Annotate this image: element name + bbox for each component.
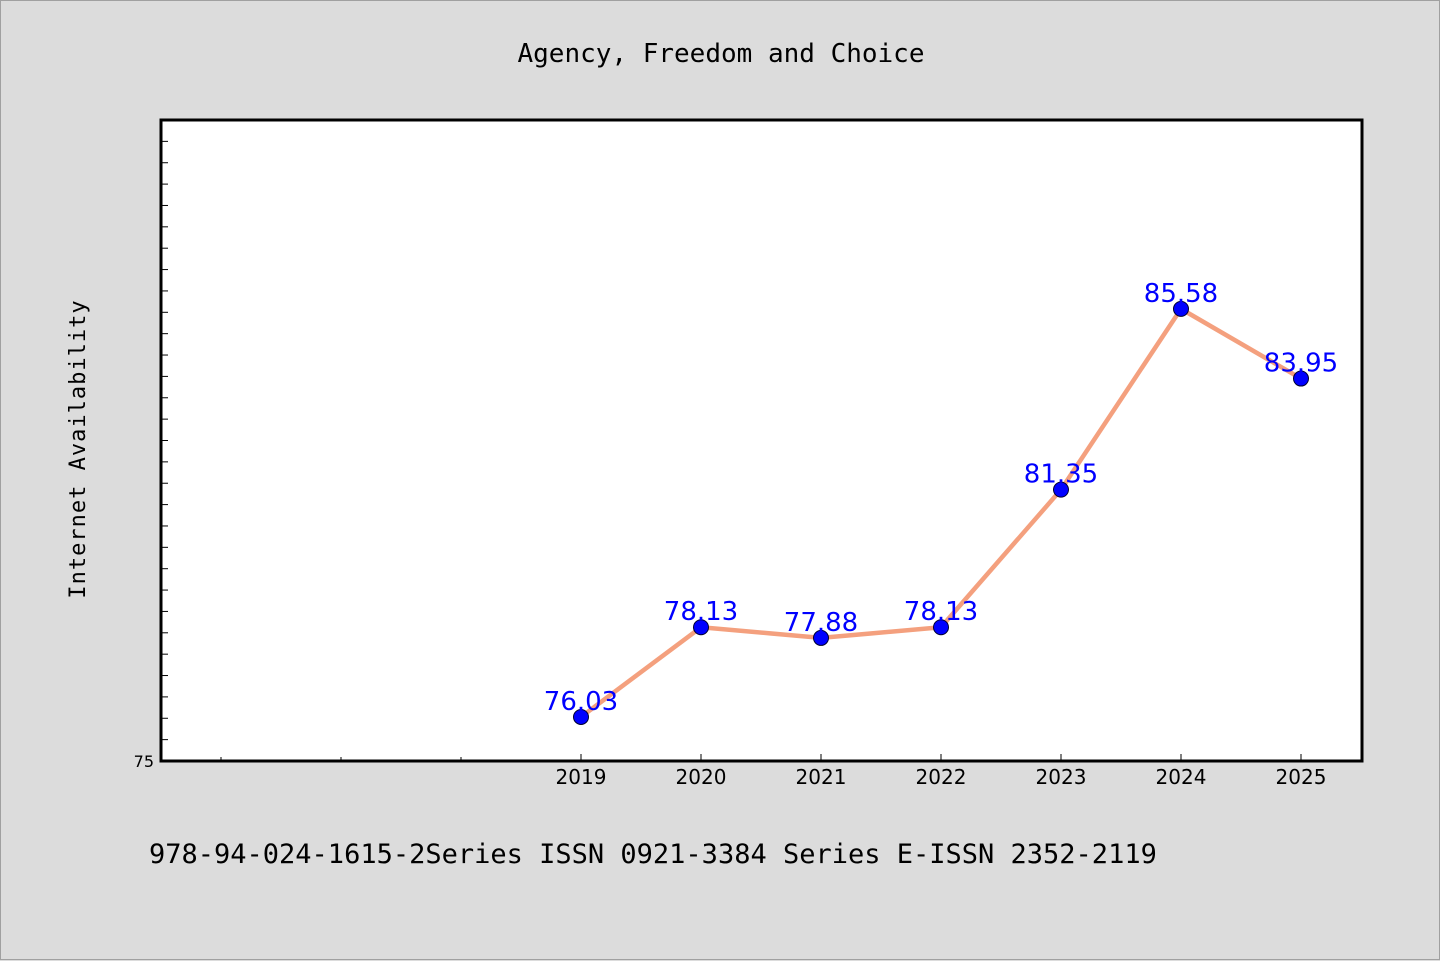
data-point (573, 708, 589, 725)
x-tick-label: 2022 (916, 765, 967, 789)
chart-title: Agency, Freedom and Choice (518, 39, 925, 69)
series-markers (573, 300, 1309, 725)
x-tick-label: 2023 (1036, 765, 1087, 789)
data-label: 78.13 (904, 597, 978, 627)
data-point (693, 619, 709, 636)
data-point (1053, 481, 1069, 498)
x-tick-label: 2021 (796, 765, 847, 789)
data-point (1293, 370, 1309, 387)
footnote: 978-94-024-1615-2Series ISSN 0921-3384 S… (149, 839, 1157, 870)
data-label: 76.03 (544, 687, 618, 717)
y-tick-label: 75 (134, 752, 154, 771)
data-point (813, 629, 829, 646)
data-label: 77.88 (784, 608, 858, 638)
data-label: 85.58 (1144, 279, 1218, 309)
data-label: 78.13 (664, 597, 738, 627)
data-point (933, 619, 949, 636)
data-label: 83.95 (1264, 349, 1338, 379)
y-axis-ticks: 75 (134, 140, 168, 771)
plot-area (159, 118, 1364, 763)
y-axis-label: Internet Availability (66, 299, 91, 598)
data-point (1173, 300, 1189, 317)
x-axis-ticks: 2019 2020 2021 2022 2023 2024 2025 (220, 754, 1327, 789)
data-label: 81.35 (1024, 460, 1098, 490)
data-labels: 76.03 78.13 77.88 78.13 81.35 85.58 83.95 (544, 279, 1338, 717)
x-tick-label: 2019 (556, 765, 607, 789)
x-tick-label: 2024 (1156, 765, 1207, 789)
x-tick-label: 2025 (1276, 765, 1327, 789)
x-tick-label: 2020 (676, 765, 727, 789)
